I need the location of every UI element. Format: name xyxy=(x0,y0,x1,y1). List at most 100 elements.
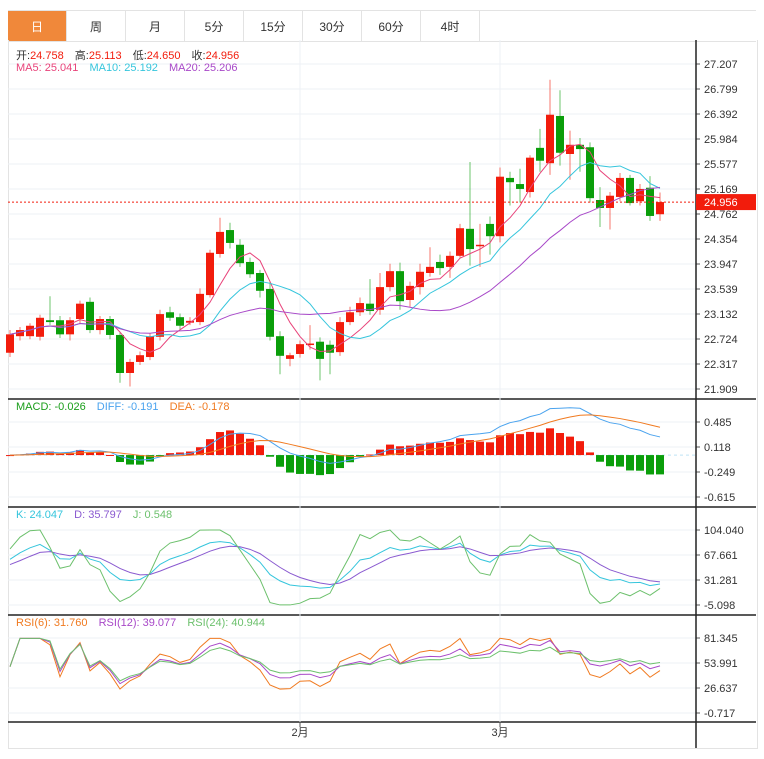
macd-bar xyxy=(586,452,594,456)
kdj-axis-label: 104.040 xyxy=(704,525,744,537)
macd-bar xyxy=(466,440,474,456)
diff-line xyxy=(9,407,661,464)
candle-body xyxy=(436,261,444,269)
tab-week[interactable]: 周 xyxy=(67,11,126,41)
price-axis-label: 24.354 xyxy=(704,234,738,246)
kdj-axis-label: -5.098 xyxy=(704,600,735,612)
kdj-legend: K: 24.047 D: 35.797 J: 0.548 xyxy=(16,509,180,521)
close-label: 收: xyxy=(191,50,206,62)
tab-30min[interactable]: 30分 xyxy=(303,11,362,41)
macd-bar xyxy=(196,447,204,456)
k-line xyxy=(9,541,661,589)
low-value: 24.650 xyxy=(146,50,181,62)
diff-value: DIFF: -0.191 xyxy=(96,401,159,413)
macd-bar xyxy=(436,442,444,456)
macd-bar xyxy=(306,455,314,474)
macd-bar xyxy=(356,455,364,457)
candle-body xyxy=(496,176,504,237)
macd-bar xyxy=(646,455,654,475)
ma5-line xyxy=(9,143,661,353)
macd-bar xyxy=(506,433,514,456)
candle-body xyxy=(226,230,234,243)
macd-bar xyxy=(476,441,484,456)
macd-axis-label: 0.118 xyxy=(704,442,731,454)
macd-bar xyxy=(366,454,374,456)
tab-day[interactable]: 日 xyxy=(8,11,67,41)
macd-bar xyxy=(626,455,634,471)
macd-bar xyxy=(156,455,164,457)
candle-body xyxy=(396,271,404,302)
candle-body xyxy=(26,325,34,337)
close-value: 24.956 xyxy=(205,50,240,62)
macd-bar xyxy=(236,433,244,456)
macd-legend: MACD: -0.026 DIFF: -0.191 DEA: -0.178 xyxy=(16,401,238,413)
candle-body xyxy=(246,261,254,275)
candle-body xyxy=(366,303,374,312)
macd-bar xyxy=(256,445,264,456)
macd-bar xyxy=(346,455,354,463)
high-value: 25.113 xyxy=(88,50,122,62)
candle-body xyxy=(556,115,564,153)
macd-bar xyxy=(536,432,544,456)
candle-body xyxy=(216,231,224,254)
ma10-value: MA10: 25.192 xyxy=(89,62,158,74)
candle-body xyxy=(446,255,454,267)
candle-body xyxy=(326,344,334,353)
candle-body xyxy=(86,301,94,331)
macd-bar xyxy=(566,436,574,456)
candle-body xyxy=(426,266,434,273)
macd-bar xyxy=(176,452,184,456)
candle-body xyxy=(626,177,634,204)
candle-body xyxy=(316,341,324,359)
candle-body xyxy=(546,114,554,164)
candle-body xyxy=(146,336,154,358)
candle-body xyxy=(106,319,114,335)
macd-bar xyxy=(296,455,304,474)
candle-body xyxy=(536,147,544,161)
macd-bar xyxy=(326,455,334,475)
tab-15min[interactable]: 15分 xyxy=(244,11,303,41)
macd-bar xyxy=(656,455,664,475)
macd-bar xyxy=(116,455,124,463)
price-axis-label: 26.799 xyxy=(704,84,738,96)
tab-month[interactable]: 月 xyxy=(126,11,185,41)
macd-bar xyxy=(576,441,584,456)
candle-body xyxy=(176,317,184,326)
price-axis-label: 26.392 xyxy=(704,109,738,121)
candle-body xyxy=(616,177,624,197)
tab-60min[interactable]: 60分 xyxy=(362,11,421,41)
candle-body xyxy=(356,303,364,313)
candle-body xyxy=(46,320,54,323)
candle-body xyxy=(186,320,194,323)
macd-bar xyxy=(276,455,284,467)
price-axis-label: 21.909 xyxy=(704,384,738,396)
macd-bar xyxy=(616,455,624,467)
rsi-axis-label: 81.345 xyxy=(704,633,738,645)
rsi-axis-label: -0.717 xyxy=(704,708,735,720)
ohlc-legend: 开:24.758 高:25.113 低:24.650 收:24.956 xyxy=(16,47,247,63)
macd-bar xyxy=(546,428,554,456)
macd-bar xyxy=(606,455,614,467)
macd-bar xyxy=(526,431,534,456)
tab-4hour[interactable]: 4时 xyxy=(421,11,480,41)
macd-bar xyxy=(486,442,494,456)
candle-body xyxy=(416,271,424,288)
price-axis-label: 25.577 xyxy=(704,159,738,171)
candle-body xyxy=(406,285,414,300)
candle-body xyxy=(376,287,384,310)
macd-bar xyxy=(216,432,224,456)
tab-5min[interactable]: 5分 xyxy=(185,11,244,41)
low-label: 低: xyxy=(132,50,147,62)
candle-body xyxy=(206,252,214,296)
macd-axis-label: 0.485 xyxy=(704,417,732,429)
macd-bar xyxy=(266,455,274,457)
rsi24-line xyxy=(9,637,661,682)
d-line xyxy=(9,545,661,585)
macd-bar xyxy=(596,455,604,462)
candle-body xyxy=(116,334,124,373)
macd-bar xyxy=(146,455,154,462)
candle-body xyxy=(486,223,494,237)
kdj-axis-label: 31.281 xyxy=(704,575,738,587)
xaxis-label: 3月 xyxy=(491,727,508,739)
